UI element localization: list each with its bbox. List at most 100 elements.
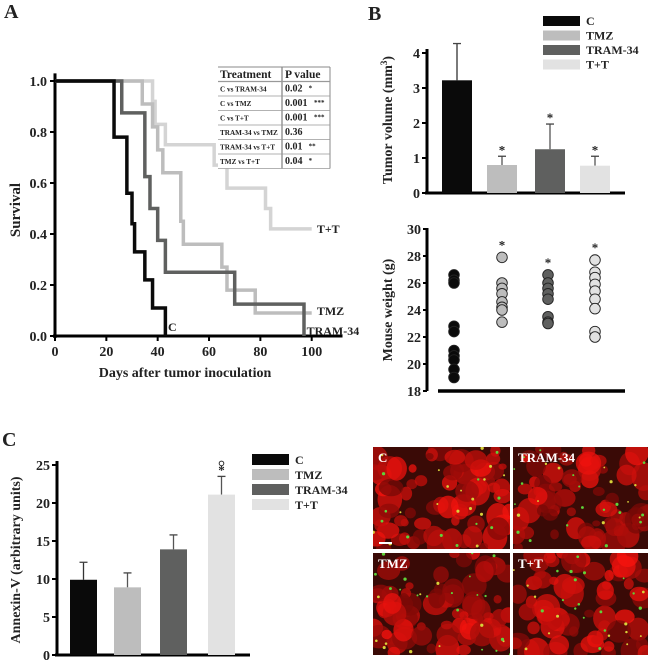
cell-blob (604, 569, 614, 582)
a-y-axis-label: Survival (8, 183, 24, 237)
annexin-dot (425, 595, 429, 598)
a-x-tick-label: 20 (99, 345, 113, 360)
annexin-dot (492, 554, 496, 558)
cell-blob (443, 464, 463, 481)
annexin-dot (439, 533, 443, 537)
annexin-dot (381, 553, 386, 556)
annexin-dot (626, 643, 629, 646)
cell-blob (486, 452, 501, 465)
table-cell-p-value: 0.001 (285, 98, 308, 109)
annexin-dot (384, 509, 388, 513)
cell-blob (523, 637, 550, 655)
b2-y-axis-label: Mouse weight (g) (381, 258, 396, 361)
annexin-dot (416, 594, 419, 597)
cell-blob (561, 553, 587, 574)
annexin-dot (609, 480, 613, 484)
c-legend-swatch (252, 499, 289, 510)
annexin-dot (436, 503, 439, 506)
annexin-dot (604, 544, 608, 548)
annexin-dot (607, 634, 611, 638)
cell-blob (437, 495, 459, 519)
b2-y-tick-label: 20 (407, 358, 421, 373)
b-significance-asterisk: * (592, 142, 599, 157)
b-y-axis-label: Tumor volume (mm3) (379, 56, 396, 185)
annexin-dot (480, 447, 484, 450)
b2-y-tick-label: 26 (407, 277, 421, 292)
b-y-tick-label: 0 (413, 187, 420, 202)
annexin-dot (471, 553, 474, 555)
cell-blob (549, 635, 570, 655)
weight-point-tt (589, 302, 601, 315)
cell-blob (387, 646, 401, 655)
cell-blob (399, 532, 411, 546)
cell-blob (629, 503, 648, 528)
annexin-dot (481, 648, 484, 651)
table-cell-significance: *** (314, 99, 325, 107)
a-y-tick-label: 0.4 (30, 228, 48, 243)
annexin-dot (615, 502, 619, 506)
b-bar-tmz (487, 165, 517, 193)
annexin-dot (526, 584, 529, 587)
cell-blob (404, 507, 416, 519)
c-y-tick-label: 5 (43, 611, 50, 626)
cell-blob (584, 609, 595, 618)
b-y-tick-label: 4 (413, 47, 420, 62)
cell-blob (625, 447, 648, 466)
c-legend-swatch (252, 484, 289, 495)
a-x-tick-label: 40 (151, 345, 165, 360)
cell-blob (517, 483, 533, 495)
survival-curve-c (55, 79, 168, 336)
annexin-dot (477, 478, 480, 481)
cell-blob (426, 643, 437, 654)
c-legend-label: TMZ (295, 468, 322, 482)
cell-blob (386, 456, 407, 481)
a-x-tick-label: 60 (202, 345, 216, 360)
cell-blob (532, 571, 553, 589)
table-cell-p-value: 0.36 (285, 127, 303, 138)
cell-blob (394, 515, 408, 527)
cell-blob (493, 489, 510, 504)
micrograph-label-tram34: TRAM-34 (518, 450, 576, 465)
annexin-dot (578, 485, 581, 488)
annexin-dot (582, 571, 587, 575)
c-legend-label: C (295, 453, 304, 467)
annexin-dot (516, 530, 520, 534)
b-bar-tt (580, 165, 610, 193)
table-background (218, 67, 330, 169)
cell-blob (475, 560, 494, 583)
b-bar-tram34 (535, 149, 565, 193)
cell-blob (487, 517, 510, 541)
c-bar-c (70, 579, 97, 655)
panel-label-a: A (4, 1, 19, 23)
a-y-tick-label: 0.2 (30, 279, 48, 294)
annexin-dot (603, 629, 607, 632)
cell-blob (627, 617, 648, 641)
b2-significance-asterisk: * (545, 255, 552, 270)
annexin-dot (497, 496, 501, 500)
annexin-dot (638, 516, 641, 519)
table-cell-significance: * (309, 85, 313, 93)
c-significance-asterisk: * (218, 462, 225, 477)
cell-blob (374, 519, 387, 532)
b2-y-tick-label: 18 (407, 385, 421, 400)
cell-blob (378, 478, 404, 497)
annexin-dot (502, 474, 506, 477)
annexin-dot (382, 646, 386, 650)
annexin-dot (438, 645, 441, 648)
c-y-tick-label: 20 (36, 497, 50, 512)
cell-blob (559, 451, 569, 461)
cell-blob (378, 503, 400, 519)
cell-blob (436, 623, 461, 647)
b2-y-tick-label: 22 (407, 331, 421, 346)
cell-blob (405, 582, 414, 590)
cell-blob (536, 504, 549, 517)
b-y-tick-label: 3 (413, 82, 420, 97)
cell-blob (597, 465, 608, 474)
cell-blob (543, 553, 557, 564)
cell-blob (529, 556, 549, 572)
annexin-dot (581, 506, 584, 509)
b-legend-swatch (543, 16, 580, 26)
cell-blob (637, 645, 648, 655)
c-legend-label: TRAM-34 (295, 483, 348, 497)
annexin-dot (455, 543, 459, 547)
